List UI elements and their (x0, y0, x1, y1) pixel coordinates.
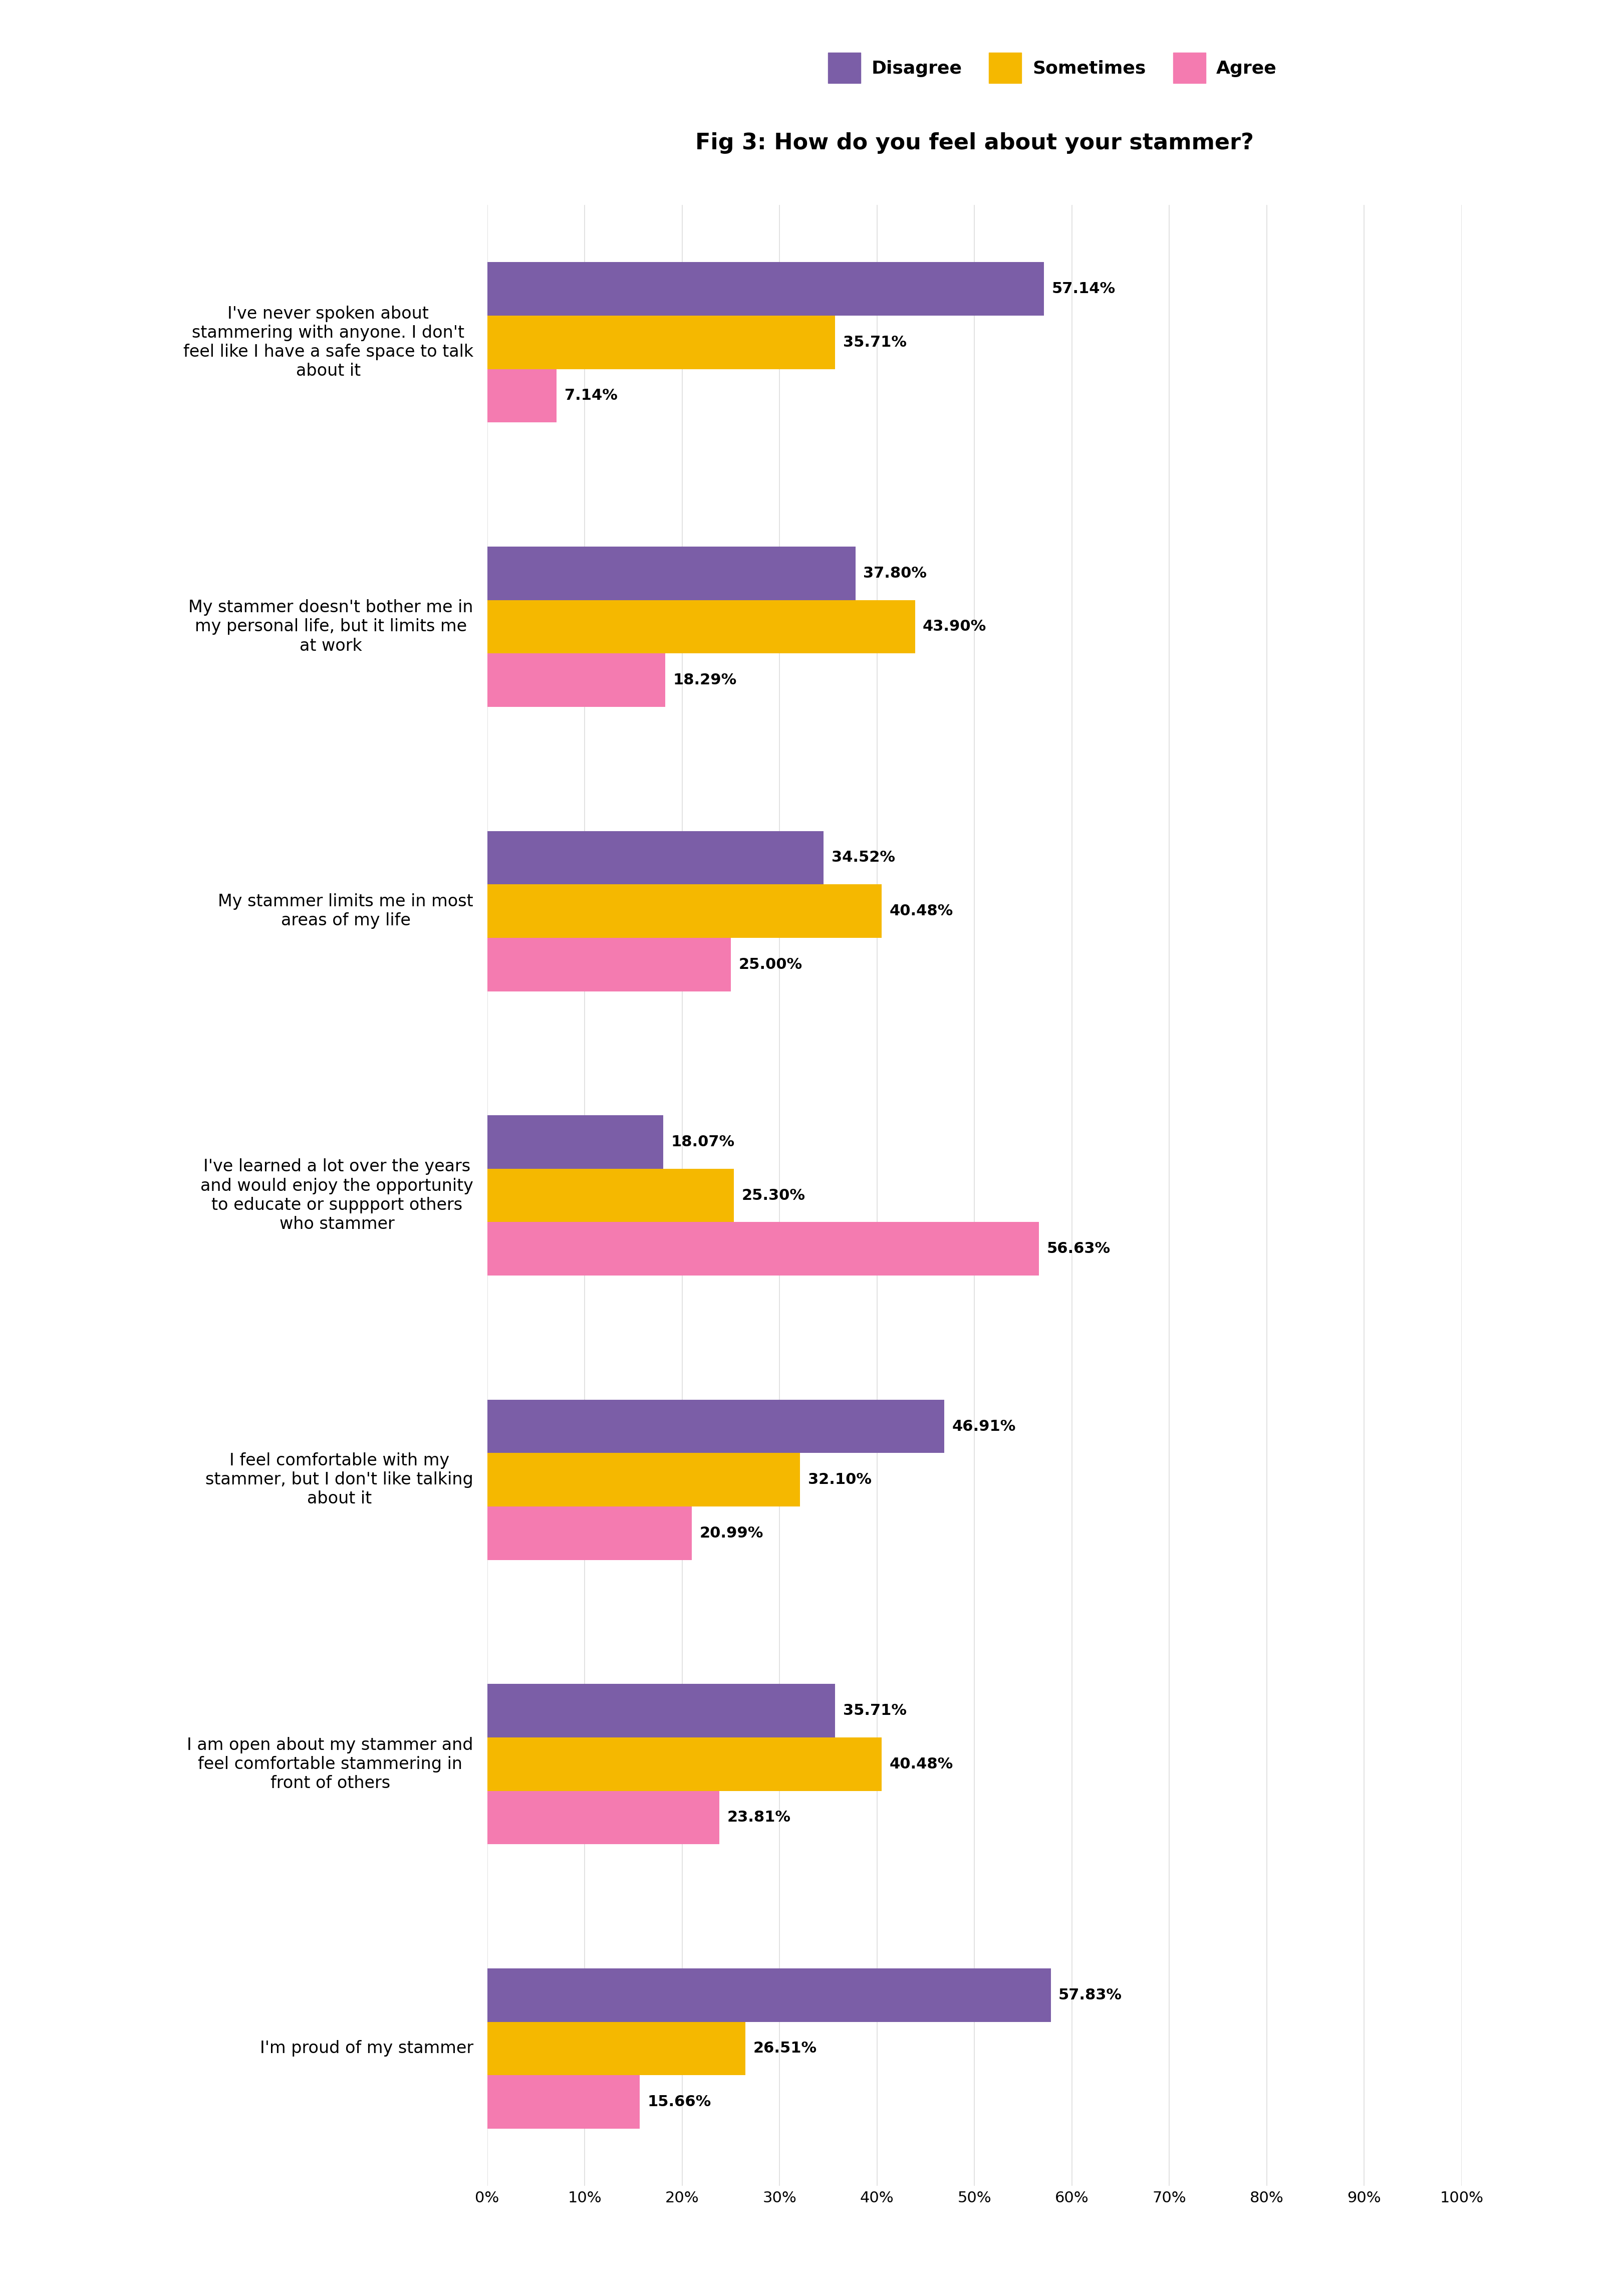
Text: 34.52%: 34.52% (831, 849, 895, 865)
Bar (487, 831, 823, 883)
Text: 15.66%: 15.66% (648, 2095, 711, 2109)
Text: 7.14%: 7.14% (565, 389, 617, 403)
Text: 40.48%: 40.48% (890, 1758, 953, 1772)
Text: 26.51%: 26.51% (754, 2040, 817, 2056)
Bar (487, 262, 1044, 317)
Bar (487, 2022, 745, 2074)
Bar (487, 1116, 663, 1168)
Bar (487, 1400, 944, 1453)
Text: 57.14%: 57.14% (1052, 282, 1116, 296)
Bar (487, 938, 731, 990)
Text: 23.81%: 23.81% (728, 1810, 791, 1824)
Bar (487, 653, 666, 706)
Text: 37.80%: 37.80% (864, 567, 927, 581)
Bar (487, 1792, 719, 1844)
Bar (487, 1507, 692, 1560)
Text: 56.63%: 56.63% (1047, 1241, 1111, 1257)
Bar (487, 883, 882, 938)
Text: 43.90%: 43.90% (922, 619, 986, 633)
Bar (487, 1223, 1039, 1275)
Text: 35.71%: 35.71% (843, 335, 906, 351)
Text: 25.00%: 25.00% (739, 956, 802, 972)
Bar (487, 546, 856, 599)
Text: 32.10%: 32.10% (807, 1473, 872, 1487)
Bar (487, 1737, 882, 1792)
Text: 46.91%: 46.91% (952, 1419, 1017, 1435)
Text: 25.30%: 25.30% (742, 1189, 806, 1202)
Text: 18.07%: 18.07% (671, 1134, 734, 1150)
Title: Fig 3: How do you feel about your stammer?: Fig 3: How do you feel about your stamme… (695, 132, 1254, 155)
Bar (487, 1685, 835, 1737)
Text: 57.83%: 57.83% (1059, 1988, 1122, 2001)
Legend: Disagree, Sometimes, Agree: Disagree, Sometimes, Agree (820, 46, 1285, 91)
Bar (487, 1168, 734, 1223)
Bar (487, 1453, 801, 1507)
Bar (487, 369, 557, 424)
Bar (487, 317, 835, 369)
Text: 40.48%: 40.48% (890, 904, 953, 918)
Bar (487, 1967, 1051, 2022)
Text: 35.71%: 35.71% (843, 1703, 906, 1717)
Text: 18.29%: 18.29% (674, 674, 737, 688)
Bar (487, 2074, 640, 2129)
Text: 20.99%: 20.99% (700, 1526, 763, 1542)
Bar (487, 599, 914, 653)
